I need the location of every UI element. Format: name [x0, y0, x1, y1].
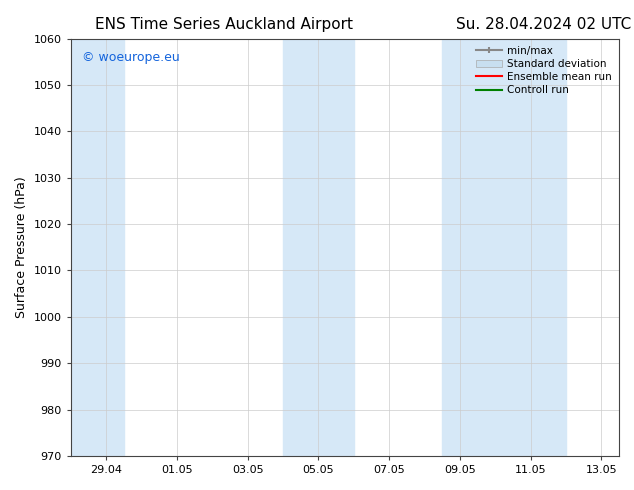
Legend: min/max, Standard deviation, Ensemble mean run, Controll run: min/max, Standard deviation, Ensemble me…	[472, 42, 616, 99]
Bar	[442, 39, 566, 456]
Bar	[71, 39, 124, 456]
Y-axis label: Surface Pressure (hPa): Surface Pressure (hPa)	[15, 176, 28, 318]
Text: ENS Time Series Auckland Airport: ENS Time Series Auckland Airport	[95, 17, 353, 32]
Text: © woeurope.eu: © woeurope.eu	[82, 51, 179, 64]
Bar	[283, 39, 354, 456]
Text: Su. 28.04.2024 02 UTC: Su. 28.04.2024 02 UTC	[456, 17, 631, 32]
